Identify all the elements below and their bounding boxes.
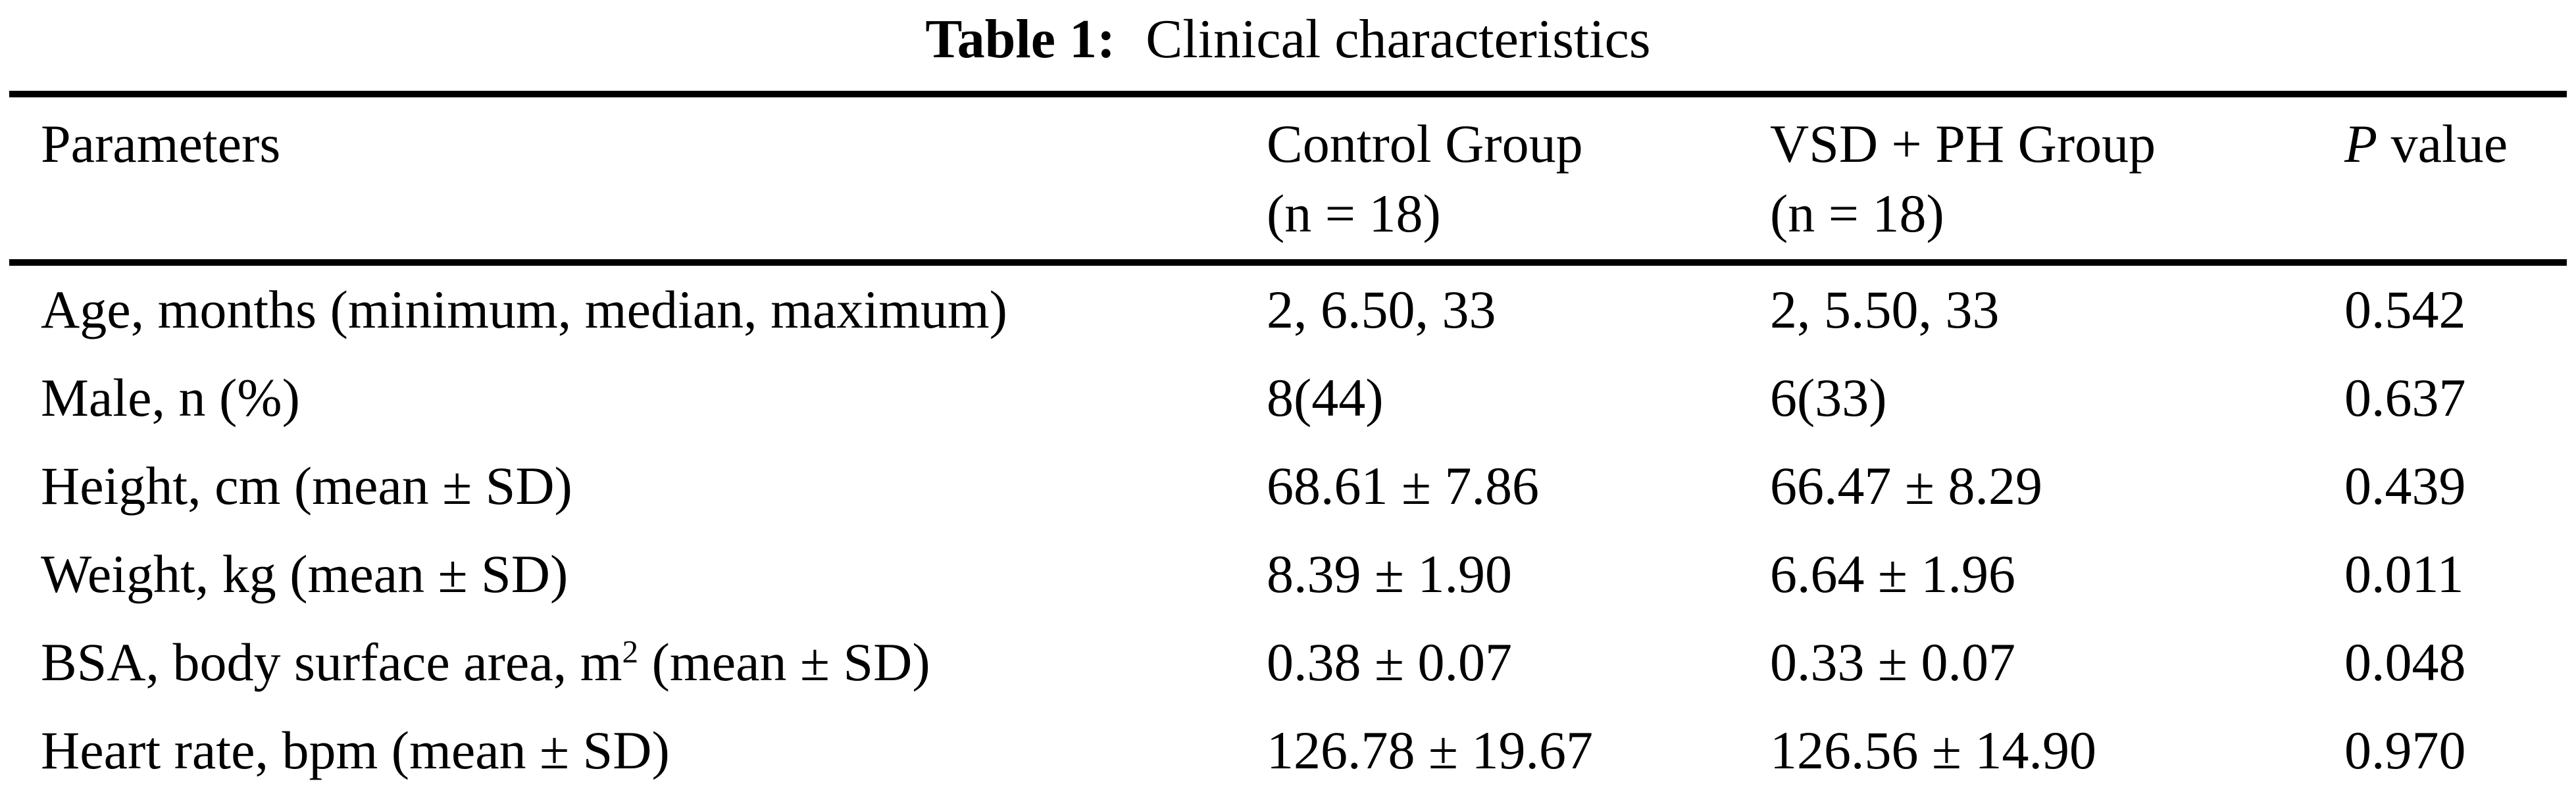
parameter-text: Height, cm (mean ± SD)	[41, 456, 572, 516]
cell-parameter: Weight, kg (mean ± SD)	[9, 530, 1267, 618]
col-header-control-group: Control Group (n = 18)	[1267, 91, 1770, 266]
cell-parameter: BSA, body surface area, m2 (mean ± SD)	[9, 618, 1267, 707]
p-value-label-italic: P	[2344, 114, 2378, 174]
col-header-parameters: Parameters	[9, 91, 1267, 266]
cell-vsd-ph-value: 126.56 ± 14.90	[1770, 707, 2344, 794]
col-header-p-value: P value	[2344, 91, 2567, 266]
header-row: Parameters Control Group (n = 18) VSD + …	[9, 91, 2567, 266]
vsd-ph-group-n: (n = 18)	[1770, 184, 1944, 243]
cell-control-value: 8.39 ± 1.90	[1267, 544, 1513, 604]
cell-p-value: 0.011	[2344, 544, 2464, 604]
table-body: Age, months (minimum, median, maximum) 2…	[9, 262, 2567, 794]
control-group-n: (n = 18)	[1267, 184, 1441, 243]
clinical-characteristics-table: Parameters Control Group (n = 18) VSD + …	[9, 91, 2567, 794]
cell-control-value: 0.38 ± 0.07	[1267, 632, 1513, 692]
cell-parameter: Height, cm (mean ± SD)	[9, 442, 1267, 530]
table-title-label: Table 1:	[925, 9, 1116, 70]
control-group-label: Control Group	[1267, 114, 1583, 174]
cell-p-value: 0.542	[2344, 280, 2466, 339]
parameter-text: BSA, body surface area, m	[41, 632, 622, 692]
p-value-label: P value	[2344, 109, 2567, 179]
table-row-age: Age, months (minimum, median, maximum) 2…	[9, 262, 2567, 354]
cell-control-value: 8(44)	[1267, 368, 1384, 428]
parameter-text: Weight, kg (mean ± SD)	[41, 544, 568, 604]
table-row-height: Height, cm (mean ± SD) 68.61 ± 7.86 66.4…	[9, 442, 2567, 530]
col-header-parameters-label: Parameters	[41, 114, 281, 174]
p-value-label-rest: value	[2377, 114, 2508, 174]
parameter-text: Heart rate, bpm (mean ± SD)	[41, 720, 670, 780]
table-row-bsa: BSA, body surface area, m2 (mean ± SD) 0…	[9, 618, 2567, 707]
vsd-ph-group-label: VSD + PH Group	[1770, 114, 2156, 174]
table-header: Parameters Control Group (n = 18) VSD + …	[9, 91, 2567, 266]
cell-control-value: 126.78 ± 19.67	[1267, 707, 1770, 794]
cell-vsd-ph-value: 2, 5.50, 33	[1770, 280, 2000, 339]
cell-vsd-ph-value: 6.64 ± 1.96	[1770, 544, 2016, 604]
cell-vsd-ph-value: 0.33 ± 0.07	[1770, 632, 2016, 692]
cell-parameter: Male, n (%)	[9, 354, 1267, 442]
table-title: Table 1: Clinical characteristics	[0, 0, 2576, 91]
cell-p-value: 0.637	[2344, 368, 2466, 428]
col-header-vsd-ph-group: VSD + PH Group (n = 18)	[1770, 91, 2344, 266]
cell-p-value: 0.048	[2344, 632, 2466, 692]
parameter-text-post: (mean ± SD)	[638, 632, 930, 692]
cell-vsd-ph-value: 6(33)	[1770, 368, 1887, 428]
cell-control-value: 68.61 ± 7.86	[1267, 456, 1540, 516]
cell-control-value: 2, 6.50, 33	[1267, 280, 1496, 339]
parameter-superscript: 2	[622, 633, 639, 670]
cell-p-value: 0.439	[2344, 456, 2466, 516]
cell-parameter: Age, months (minimum, median, maximum)	[9, 262, 1267, 354]
parameter-text: Age, months (minimum, median, maximum)	[41, 280, 1007, 339]
cell-vsd-ph-value: 66.47 ± 8.29	[1770, 456, 2043, 516]
table-row-weight: Weight, kg (mean ± SD) 8.39 ± 1.90 6.64 …	[9, 530, 2567, 618]
table-row-heart-rate: Heart rate, bpm (mean ± SD) 126.78 ± 19.…	[9, 707, 2567, 794]
table-row-male: Male, n (%) 8(44) 6(33) 0.637	[9, 354, 2567, 442]
cell-parameter: Heart rate, bpm (mean ± SD)	[9, 707, 1267, 794]
parameter-text: Male, n (%)	[41, 368, 300, 428]
cell-p-value: 0.970	[2344, 707, 2567, 794]
table-title-caption: Clinical characteristics	[1146, 9, 1651, 70]
